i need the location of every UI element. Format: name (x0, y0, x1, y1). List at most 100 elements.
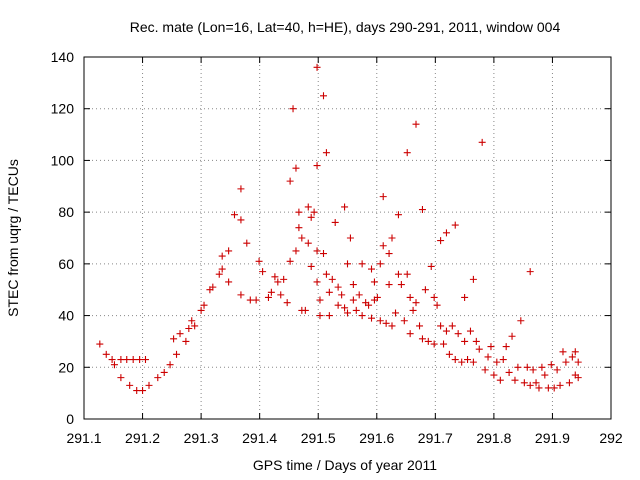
data-point (334, 283, 342, 291)
data-point (493, 358, 501, 366)
data-point (385, 250, 393, 258)
data-point (385, 281, 393, 289)
data-point (430, 340, 438, 348)
data-point (325, 288, 333, 296)
data-point (379, 193, 387, 201)
data-point (400, 317, 408, 325)
x-axis-label: GPS time / Days of year 2011 (253, 457, 437, 473)
data-point (170, 335, 178, 343)
data-point (394, 211, 402, 219)
data-point (316, 312, 324, 320)
y-tick-label: 140 (51, 49, 75, 65)
data-point (349, 296, 357, 304)
data-point (469, 275, 477, 283)
data-point (252, 296, 260, 304)
data-point (182, 337, 190, 345)
data-point (541, 371, 549, 379)
data-point (553, 366, 561, 374)
data-point (225, 247, 233, 255)
x-tick-label: 291.1 (66, 430, 101, 446)
data-point (341, 304, 349, 312)
data-point (502, 343, 510, 351)
data-point (243, 239, 251, 247)
data-point (433, 301, 441, 309)
y-axis-label: STEC from uqrg / TECUs (5, 159, 21, 317)
data-point (267, 288, 275, 296)
data-point (403, 149, 411, 157)
data-point (319, 250, 327, 258)
data-point (442, 327, 450, 335)
data-point (458, 358, 466, 366)
data-point (406, 330, 414, 338)
data-point (469, 358, 477, 366)
data-point (286, 257, 294, 265)
data-point (136, 356, 144, 364)
data-point (283, 299, 291, 307)
data-point (319, 92, 327, 100)
data-point (451, 221, 459, 229)
data-point (484, 353, 492, 361)
data-point (437, 322, 445, 330)
data-point (322, 270, 330, 278)
data-point (451, 356, 459, 364)
data-point (388, 234, 396, 242)
data-point (352, 306, 360, 314)
data-point (197, 306, 205, 314)
data-point (416, 322, 424, 330)
x-tick-label: 292 (599, 430, 623, 446)
data-point (313, 162, 321, 170)
data-point (129, 356, 137, 364)
data-point (505, 368, 513, 376)
data-point (562, 358, 570, 366)
y-tick-label: 100 (51, 152, 75, 168)
data-point (176, 330, 184, 338)
data-point (344, 260, 351, 268)
data-point (514, 363, 522, 371)
data-point (418, 335, 426, 343)
data-point (559, 348, 567, 356)
data-point (427, 262, 435, 270)
data-point (376, 317, 384, 325)
x-tick-label: 291.4 (242, 430, 277, 446)
data-point (108, 356, 116, 364)
x-tick-label: 291.2 (125, 430, 160, 446)
data-point (110, 361, 118, 369)
data-point (301, 306, 309, 314)
data-point (358, 260, 366, 268)
data-point (334, 301, 342, 309)
data-point (370, 278, 378, 286)
data-point (487, 343, 495, 351)
data-point (430, 293, 438, 301)
data-point (218, 265, 226, 273)
data-point (568, 353, 576, 361)
data-point (307, 262, 315, 270)
data-point (421, 286, 429, 294)
data-point (529, 366, 537, 374)
data-point (188, 317, 196, 325)
data-point (166, 361, 174, 369)
data-point (508, 332, 516, 340)
data-point (246, 296, 254, 304)
data-point (547, 361, 555, 369)
data-point (392, 309, 400, 317)
data-point (550, 384, 558, 392)
data-point (373, 293, 381, 301)
data-point (368, 265, 376, 273)
data-point (277, 291, 285, 299)
y-tick-labels: 0 20 40 60 80 100 120 140 (51, 49, 75, 427)
data-point (394, 270, 402, 278)
data-point (523, 363, 531, 371)
data-point (218, 252, 226, 260)
data-point (475, 345, 483, 353)
data-point (298, 234, 306, 242)
data-point (160, 368, 168, 376)
data-point (412, 120, 420, 128)
data-point (382, 319, 390, 327)
data-point (346, 234, 354, 242)
x-tick-label: 291.6 (359, 430, 394, 446)
x-tick-label: 291.9 (535, 430, 570, 446)
data-point (571, 348, 579, 356)
data-point (499, 356, 507, 364)
data-point (328, 275, 336, 283)
